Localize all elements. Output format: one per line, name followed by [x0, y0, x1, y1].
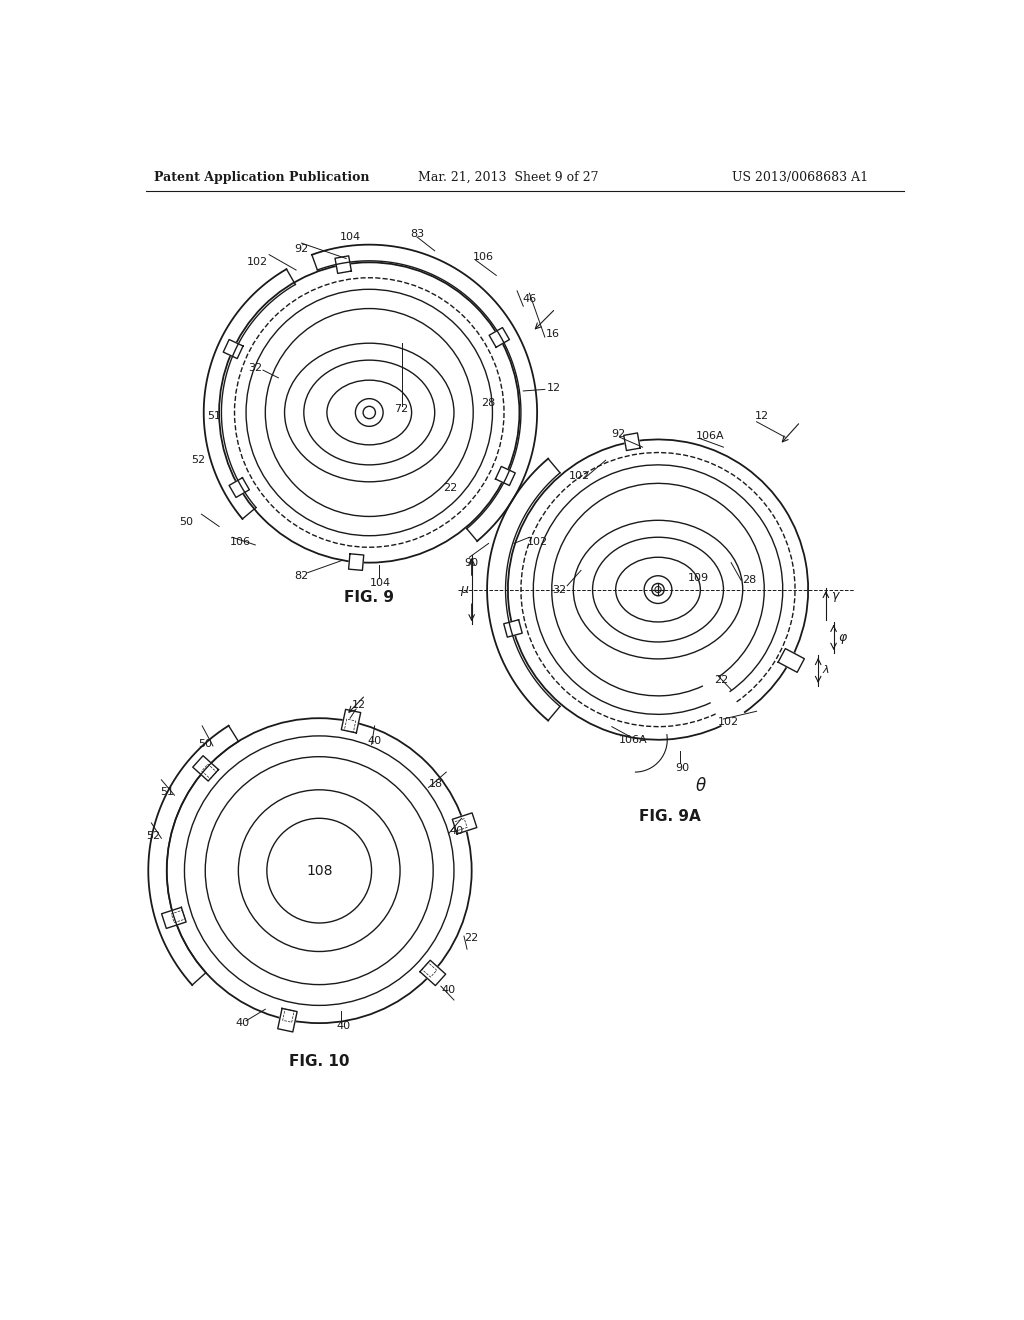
Text: 90: 90 [464, 557, 478, 568]
Text: 12: 12 [547, 383, 561, 393]
Text: 32: 32 [248, 363, 262, 372]
Text: 106: 106 [473, 252, 494, 261]
Polygon shape [348, 554, 364, 570]
Polygon shape [162, 907, 186, 928]
Text: 40: 40 [450, 825, 463, 836]
Text: 102: 102 [526, 537, 548, 546]
Text: FIG. 10: FIG. 10 [289, 1055, 349, 1069]
Text: 104: 104 [371, 578, 391, 589]
Text: 83: 83 [410, 228, 424, 239]
Polygon shape [341, 709, 360, 733]
Text: 40: 40 [368, 737, 382, 746]
Polygon shape [223, 339, 243, 359]
Text: 12: 12 [755, 412, 769, 421]
Text: 46: 46 [522, 293, 537, 304]
Polygon shape [504, 620, 522, 638]
Text: 18: 18 [429, 779, 443, 789]
Text: 51: 51 [160, 787, 174, 797]
Text: 40: 40 [441, 985, 456, 995]
Text: 28: 28 [481, 399, 496, 408]
Text: 52: 52 [146, 832, 161, 841]
Text: 32: 32 [552, 585, 566, 594]
Text: 22: 22 [443, 483, 458, 492]
Polygon shape [278, 1008, 297, 1032]
Text: μ: μ [460, 583, 468, 597]
Text: 50: 50 [179, 517, 193, 527]
Text: 102: 102 [247, 257, 268, 268]
Text: 12: 12 [352, 700, 367, 710]
Text: 22: 22 [465, 933, 479, 944]
Polygon shape [778, 648, 805, 672]
Text: Patent Application Publication: Patent Application Publication [154, 172, 370, 185]
Text: 28: 28 [741, 576, 756, 585]
Text: 16: 16 [546, 329, 559, 339]
Polygon shape [335, 256, 351, 273]
Text: 102: 102 [569, 471, 590, 480]
Text: 52: 52 [191, 455, 206, 465]
Text: φ: φ [839, 631, 847, 644]
Text: 40: 40 [236, 1018, 249, 1028]
Text: US 2013/0068683 A1: US 2013/0068683 A1 [732, 172, 868, 185]
Text: 50: 50 [199, 739, 212, 748]
Text: 106A: 106A [620, 735, 648, 744]
Polygon shape [229, 478, 250, 498]
Text: 51: 51 [207, 412, 221, 421]
Text: 72: 72 [394, 404, 409, 413]
Polygon shape [453, 813, 477, 834]
Text: 104: 104 [339, 232, 360, 242]
Polygon shape [489, 327, 509, 347]
Text: 40: 40 [337, 1022, 351, 1031]
Text: FIG. 9: FIG. 9 [344, 590, 394, 605]
Polygon shape [496, 466, 515, 486]
Text: 82: 82 [294, 570, 308, 581]
Text: λ: λ [822, 665, 829, 676]
Text: 22: 22 [714, 676, 728, 685]
Text: 102: 102 [718, 717, 739, 727]
Polygon shape [624, 433, 640, 450]
Text: θ: θ [695, 777, 706, 795]
Text: 92: 92 [611, 429, 625, 440]
Text: 109: 109 [687, 573, 709, 583]
Polygon shape [193, 755, 218, 781]
Text: γ: γ [831, 589, 839, 602]
Text: 108: 108 [306, 863, 333, 878]
Text: Mar. 21, 2013  Sheet 9 of 27: Mar. 21, 2013 Sheet 9 of 27 [418, 172, 598, 185]
Polygon shape [420, 960, 445, 986]
Text: 106: 106 [229, 537, 251, 546]
Text: FIG. 9A: FIG. 9A [639, 809, 700, 824]
Text: 106A: 106A [696, 430, 725, 441]
Text: 92: 92 [294, 244, 308, 255]
Text: 90: 90 [676, 763, 690, 774]
